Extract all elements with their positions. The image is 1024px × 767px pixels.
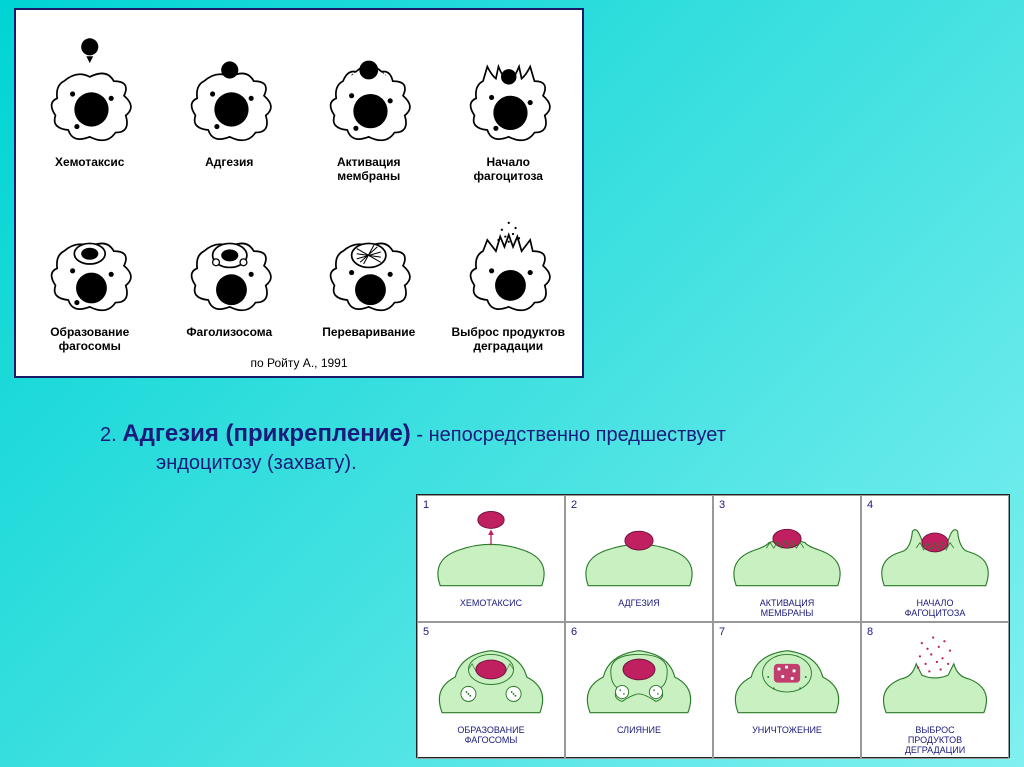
text-sub: эндоцитозу (захвату). <box>156 450 920 477</box>
bw-cell-1-svg <box>22 34 158 154</box>
c-label-6: СЛИЯНИЕ <box>617 726 661 746</box>
c-cell-4: 4 НАЧАЛОФАГОЦИТОЗА <box>861 495 1009 622</box>
c-cell-8: 8 ВЫБРОСПРОДУКТОВДЕГРАДАЦИИ <box>861 622 1009 759</box>
c-label-2: АДГЕЗИЯ <box>618 599 659 619</box>
c-cell-6: 6 СЛИЯНИЕ <box>565 622 713 759</box>
bw-grid: Хемотаксис Адгезия <box>16 10 582 376</box>
c-cell-2: 2 АДГЕЗИЯ <box>565 495 713 622</box>
c-cell-3: 3 АКТИВАЦИЯМЕМБРАНЫ <box>713 495 861 622</box>
bw-phagocytosis-diagram: Хемотаксис Адгезия <box>14 8 584 378</box>
c-svg-2 <box>568 503 710 597</box>
bw-cell-6: Фаголизосома <box>160 186 300 356</box>
bw-label-5: Образованиефагосомы <box>50 326 129 354</box>
c-cell-1: 1 ХЕМОТАКСИС <box>417 495 565 622</box>
c-num-3: 3 <box>719 499 725 511</box>
c-num-6: 6 <box>571 626 577 638</box>
c-cell-5: 5 ОБРАЗОВАНИЕФАГОСОМЫ <box>417 622 565 759</box>
color-phagocytosis-diagram: 1 ХЕМОТАКСИС 2 АДГЕЗИЯ 3 <box>416 494 1010 758</box>
bw-cell-7-svg <box>301 204 437 324</box>
c-cell-7: 7 УНИЧТОЖЕНИЕ <box>713 622 861 759</box>
bw-cell-2: Адгезия <box>160 16 300 186</box>
bw-credit: по Ройту А., 1991 <box>20 356 578 374</box>
bw-label-4: Началофагоцитоза <box>474 156 543 184</box>
bw-cell-5: Образованиефагосомы <box>20 186 160 356</box>
c-label-5: ОБРАЗОВАНИЕФАГОСОМЫ <box>457 726 524 746</box>
bw-cell-5-svg <box>22 204 158 324</box>
bw-cell-2-svg <box>162 34 298 154</box>
c-svg-3 <box>716 503 858 597</box>
bw-cell-1: Хемотаксис <box>20 16 160 186</box>
bw-cell-3: Активациямембраны <box>299 16 439 186</box>
c-label-4: НАЧАЛОФАГОЦИТОЗА <box>905 599 966 619</box>
bw-cell-4: Началофагоцитоза <box>439 16 579 186</box>
c-label-3: АКТИВАЦИЯМЕМБРАНЫ <box>760 599 815 619</box>
color-grid: 1 ХЕМОТАКСИС 2 АДГЕЗИЯ 3 <box>417 495 1009 757</box>
c-num-1: 1 <box>423 499 429 511</box>
bw-label-3: Активациямембраны <box>337 156 401 184</box>
c-label-1: ХЕМОТАКСИС <box>460 599 522 619</box>
slide-text: 2. Адгезия (прикрепление) - непосредстве… <box>100 418 920 477</box>
bw-cell-4-svg <box>441 34 577 154</box>
c-svg-7 <box>716 630 858 724</box>
bw-cell-8-svg <box>441 204 577 324</box>
c-label-8: ВЫБРОСПРОДУКТОВДЕГРАДАЦИИ <box>905 726 965 756</box>
bw-cell-8: Выброс продуктовдеградации <box>439 186 579 356</box>
bw-cell-7: Переваривание <box>299 186 439 356</box>
bw-label-7: Переваривание <box>322 326 415 354</box>
c-num-8: 8 <box>867 626 873 638</box>
bw-label-2: Адгезия <box>205 156 253 184</box>
text-title: Адгезия (прикрепление) <box>122 420 411 447</box>
c-label-7: УНИЧТОЖЕНИЕ <box>752 726 822 746</box>
bw-cell-6-svg <box>162 204 298 324</box>
bw-label-1: Хемотаксис <box>55 156 124 184</box>
text-number: 2. <box>100 424 117 446</box>
text-rest: - непосредственно предшествует <box>416 424 725 446</box>
c-svg-6 <box>568 630 710 724</box>
bw-label-6: Фаголизосома <box>186 326 272 354</box>
c-num-7: 7 <box>719 626 725 638</box>
bw-label-8: Выброс продуктовдеградации <box>452 326 565 354</box>
c-svg-8 <box>864 630 1006 724</box>
c-svg-5 <box>420 630 562 724</box>
c-num-2: 2 <box>571 499 577 511</box>
c-svg-1 <box>420 503 562 597</box>
c-svg-4 <box>864 503 1006 597</box>
bw-cell-3-svg <box>301 34 437 154</box>
c-num-5: 5 <box>423 626 429 638</box>
c-num-4: 4 <box>867 499 873 511</box>
